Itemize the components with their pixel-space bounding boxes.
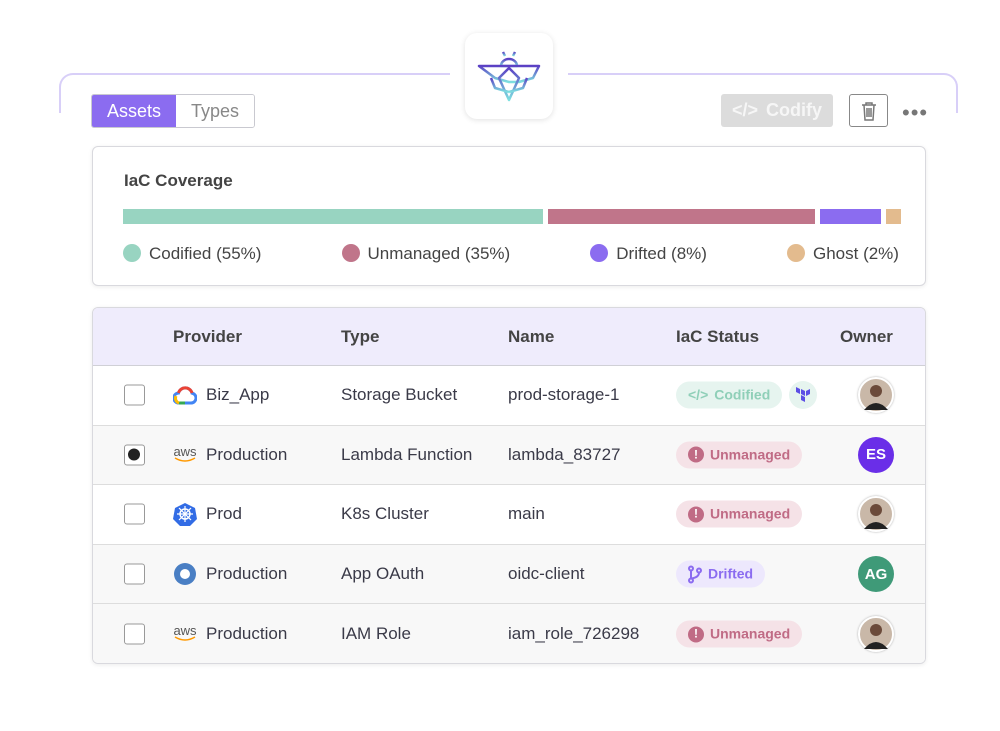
asset-type: App OAuth <box>341 564 425 584</box>
coverage-segment <box>547 209 815 224</box>
table-row[interactable]: aws Production IAM Role iam_role_726298 … <box>93 604 925 663</box>
asset-name[interactable]: prod-storage-1 <box>508 385 620 405</box>
iac-status-badge: </> Codified <box>676 381 783 409</box>
iac-status-badge: ! Unmanaged <box>676 500 803 528</box>
header-iac-status[interactable]: IaC Status <box>676 326 760 346</box>
asset-type: Storage Bucket <box>341 385 458 405</box>
iac-status-badge: ! Unmanaged <box>676 441 803 469</box>
exclamation-icon: ! <box>688 626 704 643</box>
table-header: Provider Type Name IaC Status Owner <box>93 308 925 366</box>
owner-avatar-photo[interactable] <box>858 377 894 414</box>
coverage-segment <box>123 209 543 224</box>
table-row[interactable]: Biz_App Storage Bucket prod-storage-1 </… <box>93 366 925 426</box>
table-row[interactable]: Prod K8s Cluster main ! Unmanaged <box>93 485 925 545</box>
row-checkbox[interactable] <box>124 384 145 406</box>
owner-avatar[interactable]: ES <box>858 436 894 473</box>
view-tabs: Assets Types <box>91 94 256 128</box>
git-branch-icon <box>688 565 702 584</box>
tab-assets[interactable]: Assets <box>92 95 177 127</box>
coverage-legend: Codified (55%) Unmanaged (35%) Drifted (8%… <box>123 244 899 264</box>
asset-type: Lambda Function <box>341 444 473 464</box>
trash-icon <box>861 101 876 121</box>
owner-avatar-photo[interactable] <box>858 496 894 533</box>
code-icon: </> <box>731 100 759 120</box>
asset-name[interactable]: iam_role_726298 <box>508 624 640 644</box>
provider-name: Biz_App <box>206 385 270 405</box>
coverage-segment <box>885 209 901 224</box>
terraform-icon <box>789 381 817 410</box>
legend-label: Codified (55%) <box>149 244 262 263</box>
aws-icon: aws <box>173 443 197 462</box>
exclamation-icon: ! <box>688 506 704 523</box>
row-checkbox[interactable] <box>124 444 145 466</box>
firefly-logo <box>465 33 553 119</box>
header-type[interactable]: Type <box>341 326 380 346</box>
row-checkbox[interactable] <box>124 503 145 525</box>
legend-item: Ghost (2%) <box>786 244 899 264</box>
owner-avatar-photo[interactable] <box>858 616 894 653</box>
codify-button[interactable]: </> Codify <box>721 94 833 127</box>
legend-dot <box>590 244 609 262</box>
exclamation-icon: ! <box>688 446 704 463</box>
kubernetes-icon <box>173 502 197 527</box>
legend-item: Unmanaged (35%) <box>341 244 511 264</box>
asset-name[interactable]: lambda_83727 <box>508 444 621 464</box>
provider-name: Production <box>206 564 288 584</box>
coverage-bar <box>123 209 901 224</box>
legend-label: Unmanaged (35%) <box>367 244 511 263</box>
legend-item: Drifted (8%) <box>590 244 707 264</box>
gcp-icon <box>173 385 197 405</box>
legend-dot <box>786 244 805 262</box>
provider-name: Production <box>206 624 288 644</box>
header-provider[interactable]: Provider <box>173 326 242 346</box>
more-options-button[interactable]: ••• <box>902 100 929 125</box>
legend-dot <box>123 244 141 262</box>
okta-icon <box>173 562 197 586</box>
row-checkbox[interactable] <box>124 623 145 645</box>
delete-button[interactable] <box>849 94 888 127</box>
table-row[interactable]: Production App OAuth oidc-client Drifted… <box>93 544 925 605</box>
asset-type: K8s Cluster <box>341 504 429 524</box>
coverage-title: IaC Coverage <box>124 171 233 190</box>
asset-type: IAM Role <box>341 624 411 644</box>
header-name[interactable]: Name <box>508 326 555 346</box>
header-owner[interactable]: Owner <box>840 326 893 346</box>
asset-name[interactable]: oidc-client <box>508 564 585 584</box>
iac-status-badge: ! Unmanaged <box>676 620 803 648</box>
table-row[interactable]: aws Production Lambda Function lambda_83… <box>93 425 925 486</box>
legend-item: Codified (55%) <box>123 244 261 264</box>
owner-avatar[interactable]: AG <box>858 556 894 593</box>
tab-types[interactable]: Types <box>176 95 255 127</box>
coverage-segment <box>819 209 881 224</box>
iac-coverage-card: IaC Coverage Codified (55%) Unmanaged (35… <box>92 146 926 286</box>
aws-icon: aws <box>173 623 197 641</box>
iac-status-badge: Drifted <box>676 560 766 588</box>
row-checkbox[interactable] <box>124 563 145 585</box>
legend-label: Drifted (8%) <box>616 244 707 263</box>
legend-dot <box>341 244 360 262</box>
asset-name[interactable]: main <box>508 504 545 524</box>
provider-name: Production <box>206 444 288 464</box>
legend-label: Ghost (2%) <box>812 244 899 263</box>
code-icon: </> <box>688 386 709 403</box>
assets-table: Provider Type Name IaC Status Owner Biz_… <box>92 307 926 664</box>
provider-name: Prod <box>206 504 242 524</box>
